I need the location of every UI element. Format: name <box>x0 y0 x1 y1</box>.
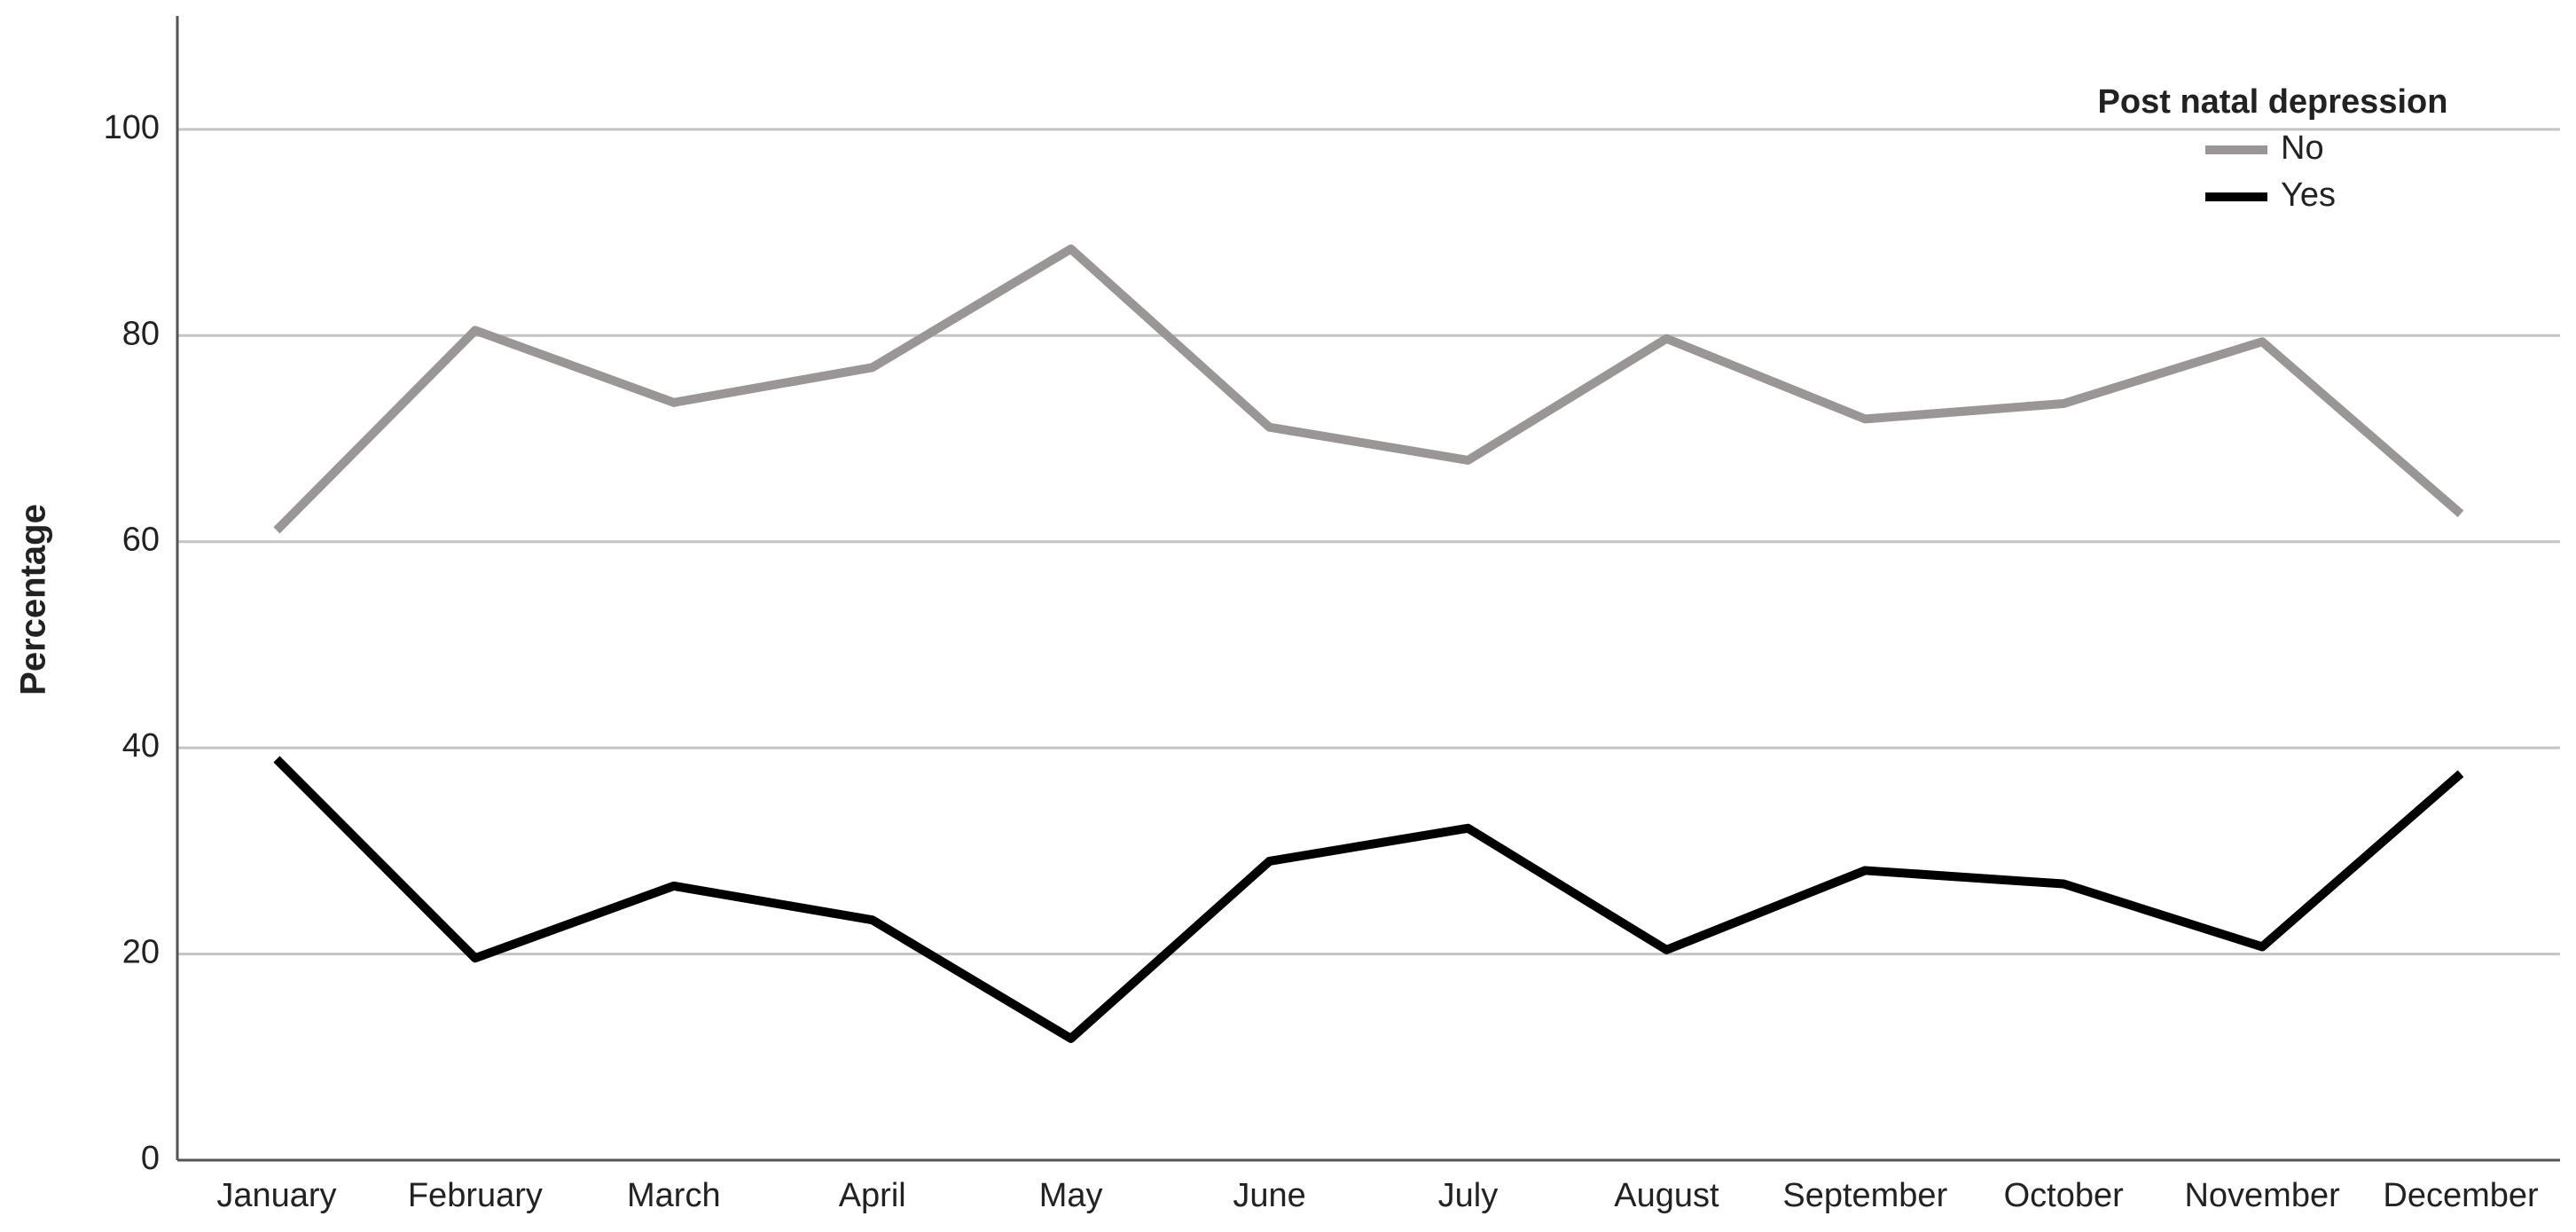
y-tick-label: 80 <box>122 315 160 352</box>
x-tick-label: March <box>627 1177 721 1214</box>
x-tick-label: November <box>2184 1177 2340 1214</box>
data-line <box>273 244 2464 534</box>
y-tick-label: 100 <box>104 109 160 146</box>
x-tick-label: August <box>1614 1177 1719 1214</box>
x-tick-label: July <box>1438 1177 1499 1214</box>
x-tick-label: January <box>216 1177 336 1214</box>
legend-label: No <box>2281 129 2324 167</box>
y-tick-label: 20 <box>122 934 160 971</box>
legend-label: Yes <box>2281 177 2336 214</box>
y-tick-label: 0 <box>141 1140 160 1177</box>
x-tick-label: February <box>408 1177 543 1214</box>
x-tick-label: June <box>1233 1177 1305 1214</box>
legend-title: Post natal depression <box>2098 83 2448 121</box>
x-tick-label: December <box>2383 1177 2539 1214</box>
y-tick-label: 60 <box>122 522 160 559</box>
y-axis-label: Percentage <box>14 504 53 695</box>
x-tick-label: October <box>2004 1177 2125 1214</box>
y-tick-label: 40 <box>122 727 160 765</box>
x-tick-label: September <box>1782 1177 1947 1214</box>
x-tick-label: May <box>1039 1177 1103 1214</box>
x-tick-label: April <box>839 1177 906 1214</box>
data-line <box>273 756 2464 1043</box>
